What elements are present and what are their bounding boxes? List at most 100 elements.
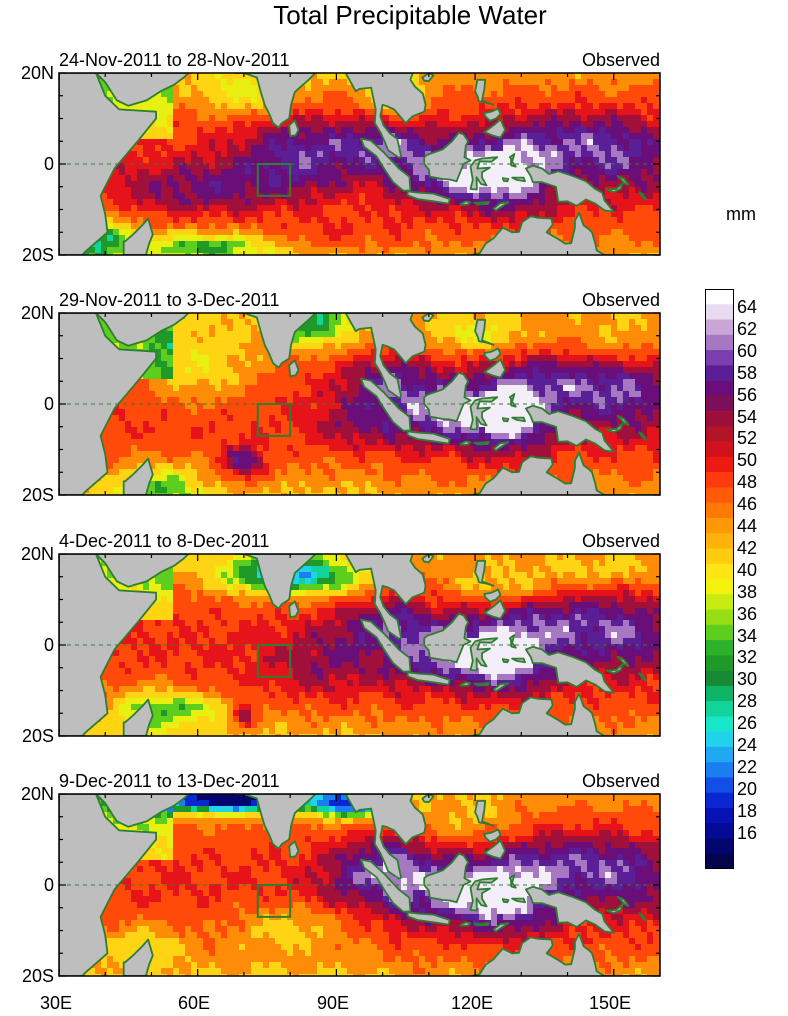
colorbar-swatch <box>705 624 734 641</box>
figure-title: Total Precipitable Water <box>273 0 547 30</box>
colorbar-label: 58 <box>737 362 758 383</box>
map-ticks <box>58 312 661 496</box>
colorbar-swatch <box>705 716 734 732</box>
x-tick-120e: 120E <box>450 993 494 1013</box>
colorbar-label: 52 <box>737 428 758 449</box>
land-srilanka <box>288 359 300 378</box>
land-luzon <box>474 559 495 587</box>
tpw-map <box>58 72 661 256</box>
land-newbritain <box>605 182 624 194</box>
land-mindanao <box>483 839 507 860</box>
land-luzon <box>474 78 495 106</box>
colorbar-swatch <box>705 746 734 763</box>
colorbar-swatch <box>705 502 734 519</box>
land-srilanka <box>288 600 300 619</box>
colorbar-label: 56 <box>737 384 758 405</box>
panel-source-label: Observed <box>581 771 660 791</box>
land-borneo <box>423 131 472 183</box>
land-srilanka <box>288 119 300 138</box>
lat-label-north: 20N <box>20 784 54 804</box>
colorbar-label: 54 <box>737 406 758 427</box>
lat-label-south: 20S <box>21 485 54 505</box>
land-luzon <box>474 799 495 827</box>
land-seram <box>511 897 526 904</box>
land-borneo <box>423 852 472 904</box>
land-luzon <box>474 318 495 346</box>
colorbar-swatch <box>705 365 734 381</box>
land-sulawesi <box>469 156 499 191</box>
colorbar-swatch <box>705 456 734 473</box>
land-flores <box>473 200 490 206</box>
colorbar-swatch <box>705 685 734 702</box>
land-sumbawa <box>459 440 472 446</box>
colorbar-swatch <box>705 533 734 549</box>
lat-label-north: 20N <box>20 544 54 564</box>
land-buru <box>501 177 510 183</box>
colorbar-label: 50 <box>737 450 758 471</box>
land-madagascar <box>122 698 154 736</box>
land-timor <box>492 201 510 212</box>
land-madagascar <box>122 217 154 255</box>
land-buru <box>501 658 510 664</box>
colorbar-swatch <box>705 380 734 397</box>
lat-label-equator: 0 <box>43 635 54 655</box>
colorbar-label: 42 <box>737 537 758 558</box>
land-seram <box>511 176 526 183</box>
x-tick-150e: 150E <box>588 993 632 1013</box>
land-sulawesi <box>469 877 499 912</box>
colorbar-swatch <box>705 319 734 336</box>
land-java <box>406 671 451 686</box>
land-halmahera <box>508 874 517 889</box>
colorbar-swatch <box>705 670 734 687</box>
colorbar-swatch <box>705 640 734 656</box>
colorbar-swatch <box>705 762 734 778</box>
land-arabia <box>95 554 190 588</box>
land-sulawesi <box>469 396 499 431</box>
land-java <box>406 911 451 926</box>
land-java <box>406 430 451 445</box>
analysis-box <box>256 163 292 197</box>
colorbar-swatch <box>705 395 734 412</box>
lat-label-south: 20S <box>21 245 54 265</box>
colorbar-label: 26 <box>737 713 758 734</box>
land-seram <box>511 657 526 664</box>
land-indochina <box>344 554 427 640</box>
land-timor <box>492 441 510 452</box>
land-newireland <box>616 895 630 907</box>
colorbar-label: 36 <box>737 603 758 624</box>
land-arabia <box>95 794 190 828</box>
land-srilanka <box>288 840 300 859</box>
colorbar-swatch <box>705 563 734 580</box>
colorbar-label: 48 <box>737 472 758 493</box>
lat-label-south: 20S <box>21 966 54 986</box>
colorbar-swatch <box>705 304 734 320</box>
panel-period: 29-Nov-2011 to 3-Dec-2011 <box>59 290 280 310</box>
colorbar-swatch <box>705 777 734 793</box>
lat-label-equator: 0 <box>43 875 54 895</box>
colorbar-swatch <box>705 548 734 565</box>
land-newguinea <box>524 164 615 213</box>
panel-period: 24-Nov-2011 to 28-Nov-2011 <box>59 50 290 70</box>
colorbar-swatch <box>705 289 734 305</box>
land-australia <box>446 451 660 495</box>
land-visayas <box>483 588 502 603</box>
panel-source-label: Observed <box>581 531 660 551</box>
lat-label-equator: 0 <box>43 154 54 174</box>
land-australia <box>446 211 660 255</box>
colorbar-label: 28 <box>737 691 758 712</box>
land-newguinea <box>524 885 615 934</box>
panel-period: 9-Dec-2011 to 13-Dec-2011 <box>59 771 280 791</box>
panel-period: 4-Dec-2011 to 8-Dec-2011 <box>59 531 270 551</box>
x-tick-30e: 30E <box>39 993 73 1013</box>
land-sulawesi <box>469 637 499 672</box>
colorbar-swatch <box>705 853 734 869</box>
land-india <box>233 794 317 850</box>
colorbar-swatch <box>705 334 734 351</box>
map-panel: 29-Nov-2011 to 3-Dec-2011 Observed <box>58 290 661 496</box>
colorbar-label: 20 <box>737 778 758 799</box>
land-halmahera <box>508 153 517 168</box>
colorbar-frame <box>705 289 734 869</box>
x-tick-60e: 60E <box>177 993 211 1013</box>
analysis-box <box>256 884 292 918</box>
lat-label-north: 20N <box>20 63 54 83</box>
